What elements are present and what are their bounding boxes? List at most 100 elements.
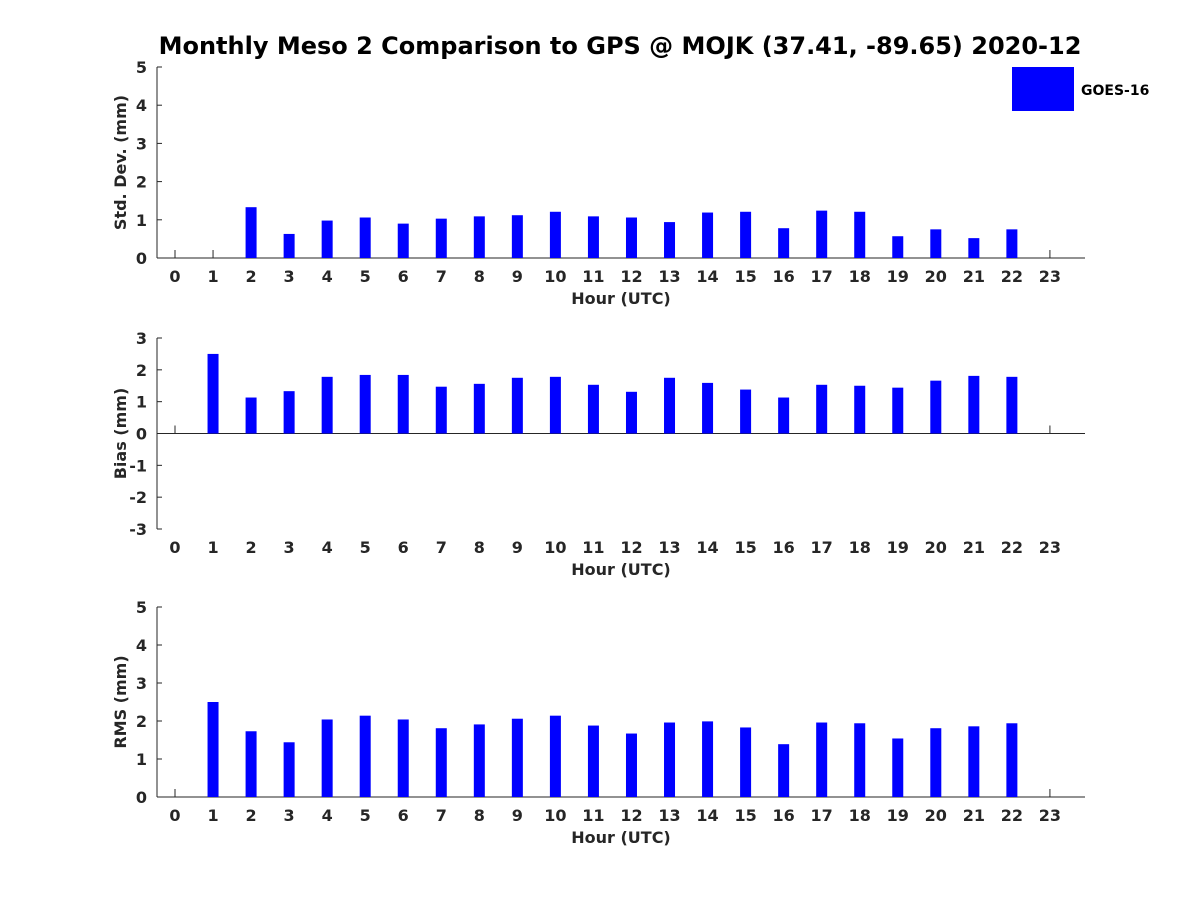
bar-hour-20 xyxy=(930,728,942,797)
legend-swatch-goes-16 xyxy=(1012,67,1074,111)
x-tick-label: 4 xyxy=(322,538,333,557)
bar-hour-13 xyxy=(664,377,676,434)
x-tick-label: 1 xyxy=(207,538,218,557)
x-tick-label: 9 xyxy=(512,267,523,286)
x-tick-label: 16 xyxy=(773,267,795,286)
x-tick-label: 16 xyxy=(773,538,795,557)
x-tick-label: 23 xyxy=(1039,806,1061,825)
x-tick-label: 4 xyxy=(322,806,333,825)
y-tick-label: -3 xyxy=(129,520,147,539)
bar-hour-7 xyxy=(435,728,447,797)
x-tick-label: 22 xyxy=(1001,538,1023,557)
x-tick-label: 4 xyxy=(322,267,333,286)
bar-hour-3 xyxy=(283,742,295,797)
bar-hour-7 xyxy=(435,218,447,258)
bar-hour-21 xyxy=(968,375,980,434)
y-tick-label: 2 xyxy=(136,712,147,731)
x-tick-label: 11 xyxy=(582,806,604,825)
bar-hour-12 xyxy=(625,217,637,258)
x-tick-label: 19 xyxy=(887,538,909,557)
x-tick-label: 5 xyxy=(360,806,371,825)
x-tick-label: 8 xyxy=(474,538,485,557)
x-tick-label: 20 xyxy=(925,538,947,557)
bar-hour-9 xyxy=(511,215,523,258)
x-tick-label: 18 xyxy=(849,538,871,557)
bar-hour-2 xyxy=(245,731,257,797)
legend: GOES-16 xyxy=(1012,67,1149,111)
bar-hour-16 xyxy=(778,744,790,797)
x-tick-label: 10 xyxy=(544,538,566,557)
y-tick-label: 2 xyxy=(136,173,147,192)
x-tick-label: 3 xyxy=(284,538,295,557)
bar-hour-15 xyxy=(740,211,752,258)
x-tick-label: 22 xyxy=(1001,806,1023,825)
bar-hour-18 xyxy=(854,211,866,258)
y-tick-label: 0 xyxy=(136,425,147,444)
x-tick-label: 2 xyxy=(246,267,257,286)
y-tick-label: 3 xyxy=(136,674,147,693)
x-tick-label: 17 xyxy=(811,267,833,286)
x-tick-label: 7 xyxy=(436,538,447,557)
bar-hour-5 xyxy=(359,374,371,434)
bar-hour-5 xyxy=(359,217,371,258)
bar-hour-6 xyxy=(397,719,409,797)
x-axis-label: Hour (UTC) xyxy=(571,560,671,579)
x-tick-label: 6 xyxy=(398,806,409,825)
bar-hour-10 xyxy=(549,715,561,797)
x-tick-label: 23 xyxy=(1039,538,1061,557)
y-tick-label: 3 xyxy=(136,134,147,153)
x-tick-label: 12 xyxy=(620,538,642,557)
bar-hour-19 xyxy=(892,236,904,258)
bar-hour-5 xyxy=(359,715,371,797)
x-tick-label: 21 xyxy=(963,806,985,825)
x-tick-label: 22 xyxy=(1001,267,1023,286)
x-tick-label: 1 xyxy=(207,267,218,286)
x-tick-label: 2 xyxy=(246,806,257,825)
y-tick-label: 0 xyxy=(136,788,147,807)
x-tick-label: 7 xyxy=(436,267,447,286)
y-tick-label: 4 xyxy=(136,636,147,655)
x-tick-label: 15 xyxy=(734,538,756,557)
x-tick-label: 9 xyxy=(512,538,523,557)
bar-hour-17 xyxy=(816,722,828,797)
bar-hour-22 xyxy=(1006,376,1018,434)
bar-hour-2 xyxy=(245,207,257,258)
bar-hour-14 xyxy=(702,212,714,258)
y-tick-label: -1 xyxy=(129,456,147,475)
bar-hour-4 xyxy=(321,376,333,434)
bar-hour-3 xyxy=(283,233,295,258)
x-tick-label: 2 xyxy=(246,538,257,557)
x-tick-label: 19 xyxy=(887,267,909,286)
x-tick-label: 21 xyxy=(963,267,985,286)
bar-hour-21 xyxy=(968,726,980,797)
bar-hour-7 xyxy=(435,386,447,434)
bar-hour-16 xyxy=(778,228,790,258)
x-tick-label: 1 xyxy=(207,806,218,825)
x-tick-label: 8 xyxy=(474,806,485,825)
y-axis-label: Bias (mm) xyxy=(111,388,130,480)
bar-hour-17 xyxy=(816,384,828,434)
x-tick-label: 20 xyxy=(925,806,947,825)
legend-label-goes-16: GOES-16 xyxy=(1081,83,1149,99)
x-tick-label: 5 xyxy=(360,267,371,286)
bar-hour-8 xyxy=(473,216,485,258)
bar-hour-16 xyxy=(778,397,790,434)
x-tick-label: 13 xyxy=(658,267,680,286)
x-tick-label: 17 xyxy=(811,538,833,557)
bar-hour-8 xyxy=(473,724,485,797)
x-tick-label: 23 xyxy=(1039,267,1061,286)
y-axis-label: Std. Dev. (mm) xyxy=(111,95,130,230)
bar-hour-12 xyxy=(625,391,637,434)
bar-hour-2 xyxy=(245,397,257,434)
x-tick-label: 19 xyxy=(887,806,909,825)
bar-hour-22 xyxy=(1006,229,1018,258)
x-tick-label: 11 xyxy=(582,267,604,286)
x-tick-label: 12 xyxy=(620,267,642,286)
x-tick-label: 5 xyxy=(360,538,371,557)
bar-hour-11 xyxy=(587,216,599,258)
y-axis-label: RMS (mm) xyxy=(111,655,130,748)
bar-hour-19 xyxy=(892,738,904,797)
